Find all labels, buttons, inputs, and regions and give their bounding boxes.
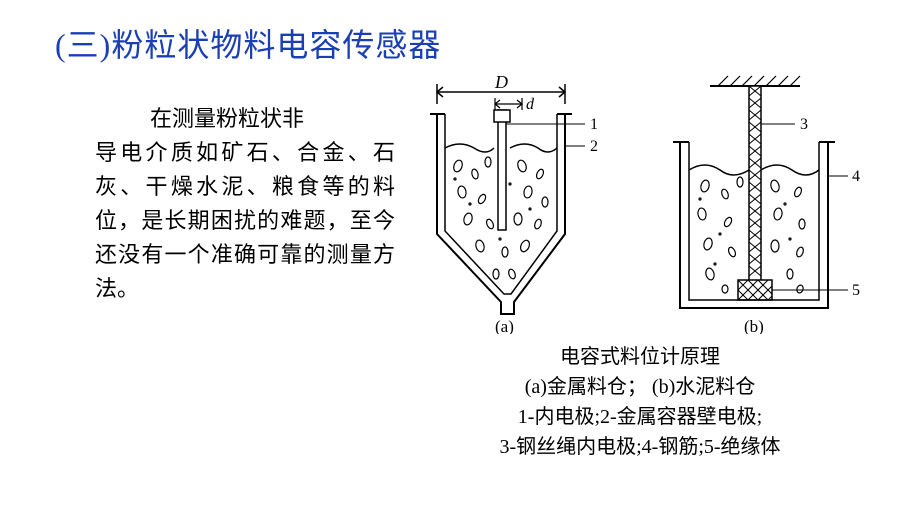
- sublabel-b: (b): [744, 317, 764, 334]
- label-5: 5: [852, 282, 860, 299]
- label-1: 1: [590, 116, 598, 133]
- caption-line-4: 3-钢丝绳内电极;4-钢筋;5-绝缘体: [400, 432, 880, 462]
- dim-d-label: d: [526, 96, 535, 113]
- body-paragraph: 在测量粉粒状非 导电介质如矿石、合金、石灰、干燥水泥、粮食等的料位，是长期困扰的…: [95, 102, 395, 307]
- sublabel-a: (a): [495, 317, 514, 334]
- label-3: 3: [800, 116, 808, 133]
- figures-block: D d: [400, 74, 880, 462]
- body-rest: 导电介质如矿石、合金、石灰、干燥水泥、粮食等的料位，是长期困扰的难题，至今还没有…: [95, 140, 395, 301]
- figure-row: D d: [400, 74, 880, 334]
- figure-caption: 电容式料位计原理 (a)金属料仓； (b)水泥料仓 1-内电极;2-金属容器壁电…: [400, 342, 880, 462]
- figure-a: D d: [410, 74, 620, 334]
- label-2: 2: [590, 138, 598, 155]
- slide: (三)粉粒状物料电容传感器 在测量粉粒状非 导电介质如矿石、合金、石灰、干燥水泥…: [0, 0, 920, 518]
- dim-D-label: D: [494, 74, 508, 92]
- caption-line-3: 1-内电极;2-金属容器壁电极;: [400, 402, 880, 432]
- caption-line-2: (a)金属料仓； (b)水泥料仓: [400, 372, 880, 402]
- figure-b: 3 4 5 (b): [650, 74, 870, 334]
- section-title: (三)粉粒状物料电容传感器: [55, 20, 920, 66]
- body-first-line: 在测量粉粒状非: [95, 102, 395, 136]
- caption-line-1: 电容式料位计原理: [400, 342, 880, 372]
- label-4: 4: [852, 168, 860, 185]
